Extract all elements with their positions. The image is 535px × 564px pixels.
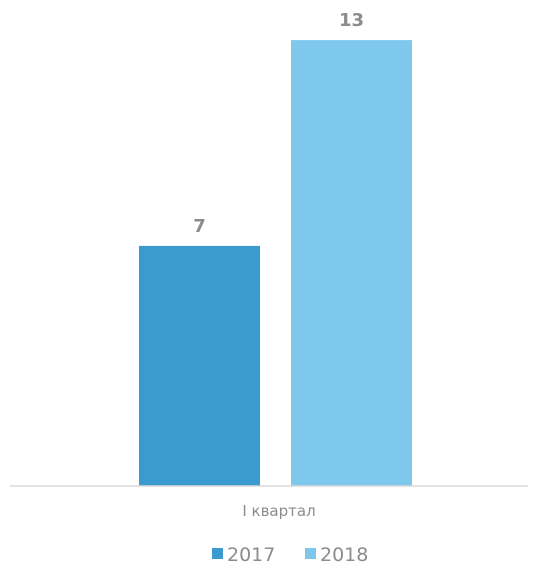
bar-2017 <box>139 245 260 486</box>
data-label-2017: 7 <box>193 216 206 237</box>
legend-label-2017: 2017 <box>227 544 275 564</box>
legend-swatch-2018 <box>305 548 316 559</box>
data-labels-layer: 7 13 <box>193 10 364 237</box>
legend-swatch-2017 <box>212 548 223 559</box>
legend-label-2018: 2018 <box>320 544 368 564</box>
bars-layer <box>139 40 412 486</box>
legend: 2017 2018 <box>212 544 368 564</box>
data-label-2018: 13 <box>339 10 364 31</box>
category-label: I квартал <box>242 502 315 520</box>
bar-2018 <box>291 40 412 486</box>
